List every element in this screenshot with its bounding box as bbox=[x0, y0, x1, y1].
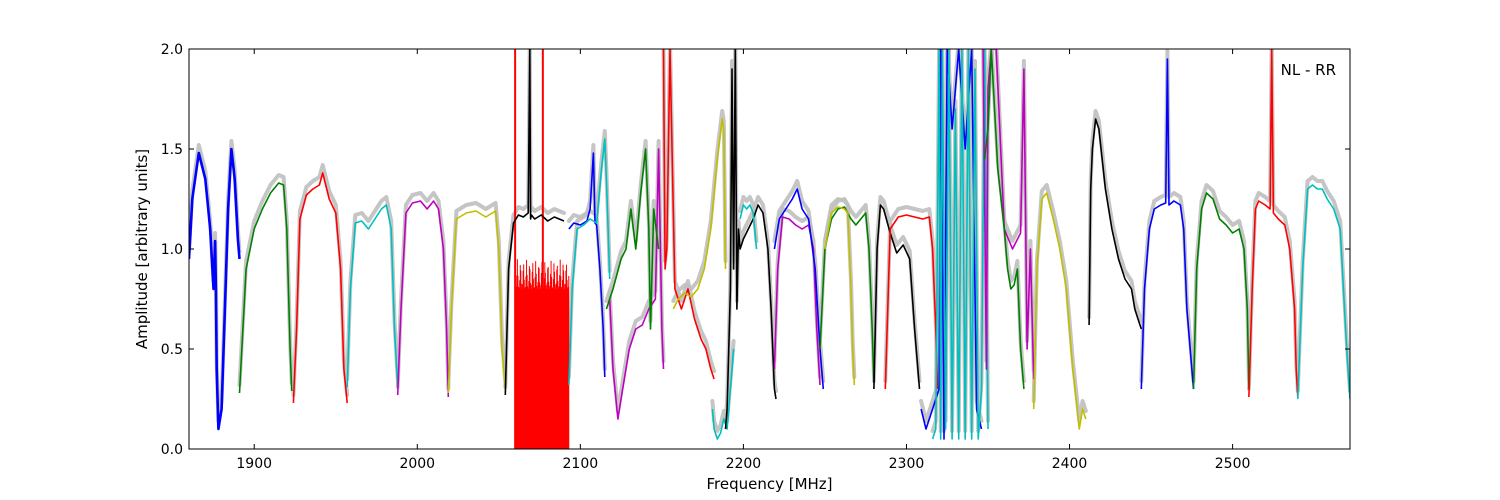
series-line-25 bbox=[983, 49, 1025, 390]
reference-trace-15 bbox=[738, 195, 759, 243]
series-line-18 bbox=[819, 206, 875, 384]
series-line-17 bbox=[773, 188, 825, 390]
series-line-5 bbox=[447, 210, 507, 394]
x-tick-label: 2400 bbox=[1052, 456, 1088, 472]
y-tick-label: 2.0 bbox=[161, 42, 183, 58]
series-line-15 bbox=[739, 204, 758, 250]
y-tick-label: 1.0 bbox=[161, 242, 183, 258]
series-line-4 bbox=[396, 200, 450, 398]
x-tick-label: 2300 bbox=[889, 456, 925, 472]
series-line-13 bbox=[711, 348, 735, 440]
series-line-16 bbox=[773, 216, 821, 386]
series-line-31 bbox=[1297, 184, 1350, 400]
series-line-27 bbox=[1088, 118, 1143, 330]
y-tick-label: 0.0 bbox=[161, 442, 183, 458]
series-line-22 bbox=[920, 49, 983, 440]
series-line-21 bbox=[884, 214, 939, 390]
series-line-8 bbox=[568, 138, 611, 386]
series-line-1 bbox=[238, 182, 293, 394]
reference-trace-12 bbox=[671, 109, 728, 303]
x-axis-label: Frequency [MHz] bbox=[706, 475, 832, 493]
dense-block bbox=[514, 49, 570, 449]
plot-area bbox=[189, 49, 1350, 449]
axis-ticks: 1900 2000 2100 2200 2300 2400 2500 0.0 0.5 1.0 1.5… bbox=[161, 42, 1350, 472]
series-line-14 bbox=[724, 49, 777, 430]
x-tick-label: 2000 bbox=[399, 456, 435, 472]
series-line-23 bbox=[931, 49, 989, 440]
series-line-7 bbox=[568, 152, 606, 378]
series-line-3 bbox=[346, 204, 399, 388]
series-line-12 bbox=[672, 118, 727, 310]
series-line-10 bbox=[605, 148, 660, 330]
x-tick-label: 2200 bbox=[726, 456, 762, 472]
series-line-29 bbox=[1192, 192, 1250, 390]
series-line-28 bbox=[1140, 58, 1195, 390]
x-tick-label: 2100 bbox=[563, 456, 599, 472]
series-line-19 bbox=[824, 206, 856, 386]
series-line-9 bbox=[608, 148, 665, 420]
y-tick-label: 0.5 bbox=[161, 342, 183, 358]
series-line-20 bbox=[873, 204, 921, 390]
x-tick-label: 1900 bbox=[236, 456, 272, 472]
series-line-2 bbox=[292, 172, 348, 404]
series-line-6 bbox=[504, 49, 565, 396]
chart-annotation: NL - RR bbox=[1281, 61, 1336, 79]
reference-trace-26 bbox=[1031, 183, 1088, 423]
series-line-26 bbox=[1032, 192, 1087, 430]
y-tick-label: 1.5 bbox=[161, 142, 183, 158]
x-tick-label: 2500 bbox=[1215, 456, 1251, 472]
series-line-0 bbox=[189, 147, 241, 431]
series-line-30 bbox=[1248, 49, 1299, 398]
reference-trace-27 bbox=[1087, 109, 1144, 323]
series-line-11 bbox=[662, 49, 715, 380]
y-axis-label: Amplitude [arbitrary units] bbox=[133, 149, 151, 349]
